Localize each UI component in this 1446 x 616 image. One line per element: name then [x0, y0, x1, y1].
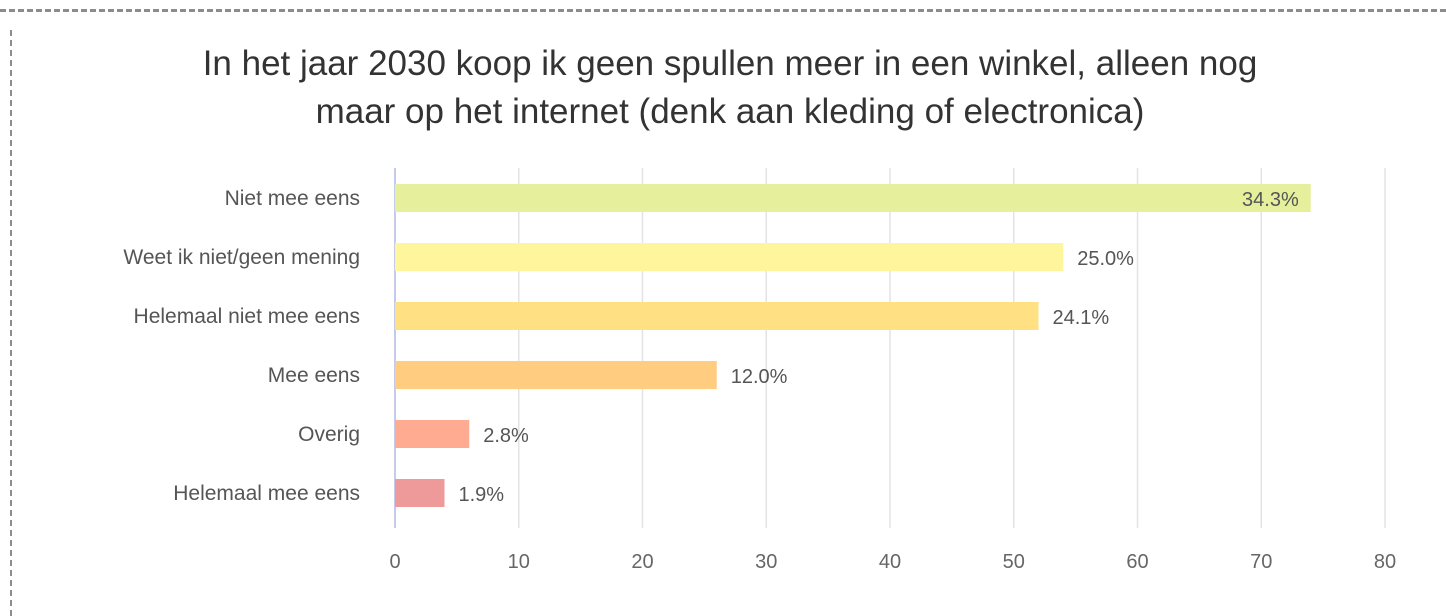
x-tick-label: 60 — [1126, 551, 1148, 573]
x-tick-label: 40 — [879, 551, 901, 573]
x-tick-label: 10 — [508, 551, 530, 573]
dashed-frame-left — [10, 30, 12, 616]
data-label: 24.1% — [1053, 307, 1110, 329]
category-label: Mee eens — [268, 364, 360, 387]
data-label: 1.9% — [459, 484, 505, 506]
chart-title-line-2: maar op het internet (denk aan kleding o… — [315, 92, 1145, 131]
x-tick-label: 70 — [1250, 551, 1272, 573]
x-tick-label: 30 — [755, 551, 777, 573]
bar — [395, 302, 1039, 330]
data-label: 34.3% — [1242, 189, 1299, 211]
bar — [395, 420, 470, 448]
category-label: Niet mee eens — [225, 187, 360, 210]
bar — [395, 479, 445, 507]
x-tick-label: 80 — [1374, 551, 1396, 573]
x-tick-label: 50 — [1003, 551, 1025, 573]
dashed-frame-top — [0, 9, 1446, 12]
chart-title: In het jaar 2030 koop ik geen spullen me… — [60, 40, 1400, 136]
data-label: 2.8% — [483, 425, 529, 447]
bar — [395, 184, 1311, 212]
category-label: Weet ik niet/geen mening — [123, 246, 360, 269]
category-label: Helemaal mee eens — [173, 482, 360, 505]
data-label: 25.0% — [1077, 248, 1134, 270]
category-label: Overig — [298, 423, 360, 446]
bar — [395, 243, 1064, 271]
x-tick-label: 20 — [631, 551, 653, 573]
category-label: Helemaal niet mee eens — [134, 305, 360, 328]
chart-title-line-1: In het jaar 2030 koop ik geen spullen me… — [202, 44, 1258, 83]
data-label: 12.0% — [731, 366, 788, 388]
x-tick-label: 0 — [389, 551, 400, 573]
bar — [395, 361, 717, 389]
